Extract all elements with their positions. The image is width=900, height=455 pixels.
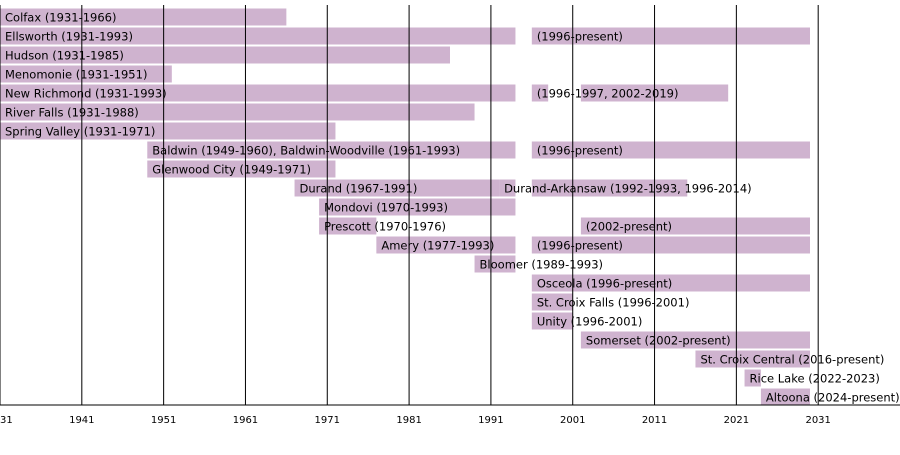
period-label: Durand-Arkansaw (1992-1993, 1996-2014) bbox=[504, 182, 752, 196]
x-tick-label: 1981 bbox=[396, 415, 421, 426]
period-bar bbox=[531, 179, 688, 197]
period-bar bbox=[0, 103, 475, 121]
period-bar bbox=[531, 236, 810, 254]
period-label: Somerset (2002-present) bbox=[586, 334, 731, 348]
period-label: Prescott (1970-1976) bbox=[324, 220, 446, 234]
x-tick-label: 2001 bbox=[560, 415, 585, 426]
period-label: Bloomer (1989-1993) bbox=[480, 258, 603, 272]
period-bar bbox=[376, 236, 516, 254]
x-tick-label: 2021 bbox=[724, 415, 749, 426]
period-bar bbox=[744, 369, 761, 387]
period-bar bbox=[760, 388, 810, 406]
period-bar bbox=[580, 217, 810, 235]
period-bar bbox=[531, 293, 573, 311]
period-bar bbox=[147, 160, 336, 178]
period-label: Spring Valley (1931-1971) bbox=[5, 125, 155, 139]
period-label: (1996-present) bbox=[537, 30, 623, 44]
period-bar bbox=[0, 27, 516, 45]
x-tick-label: 2031 bbox=[805, 415, 830, 426]
period-label: (1996-present) bbox=[537, 239, 623, 253]
period-bar bbox=[294, 179, 500, 197]
period-bar bbox=[319, 198, 516, 216]
period-bar bbox=[0, 84, 516, 102]
period-bar bbox=[0, 65, 172, 83]
period-label: River Falls (1931-1988) bbox=[5, 106, 139, 120]
period-label: Mondovi (1970-1993) bbox=[324, 201, 448, 215]
x-tick-label: 1951 bbox=[151, 415, 176, 426]
period-label: Baldwin (1949-1960), Baldwin-Woodville (… bbox=[152, 144, 460, 158]
period-label: Rice Lake (2022-2023) bbox=[750, 372, 880, 386]
period-bar bbox=[580, 331, 810, 349]
period-bar bbox=[499, 179, 516, 197]
period-label: Menomonie (1931-1951) bbox=[5, 68, 147, 82]
period-label: Colfax (1931-1966) bbox=[5, 11, 116, 25]
x-tick-label: 1941 bbox=[69, 415, 94, 426]
period-label: Ellsworth (1931-1993) bbox=[5, 30, 133, 44]
labels-layer: 1931 1941 1951 1961 1971 1981 1991 2001 2011 2021… bbox=[0, 11, 900, 427]
period-label: Unity (1996-2001) bbox=[537, 315, 643, 329]
period-bar bbox=[0, 122, 336, 140]
x-tick-label: 1931 bbox=[0, 415, 13, 426]
period-label: (2002-present) bbox=[586, 220, 672, 234]
period-label: Hudson (1931-1985) bbox=[5, 49, 124, 63]
period-label: (1996-1997, 2002-2019) bbox=[537, 87, 679, 101]
period-label: Amery (1977-1993) bbox=[381, 239, 494, 253]
period-bar bbox=[147, 141, 516, 159]
period-bar bbox=[0, 46, 450, 64]
x-tick-label: 2011 bbox=[642, 415, 667, 426]
grid-layer bbox=[0, 5, 900, 406]
bars-layer bbox=[0, 8, 810, 406]
period-bar bbox=[319, 217, 377, 235]
period-label: Durand (1967-1991) bbox=[300, 182, 418, 196]
period-bar bbox=[531, 27, 810, 45]
period-bar bbox=[531, 141, 810, 159]
period-label: St. Croix Falls (1996-2001) bbox=[537, 296, 690, 310]
period-label: Glenwood City (1949-1971) bbox=[152, 163, 311, 177]
period-label: St. Croix Central (2016-present) bbox=[700, 353, 884, 367]
period-label: New Richmond (1931-1993) bbox=[5, 87, 167, 101]
period-bar bbox=[0, 8, 287, 26]
x-tick-label: 1991 bbox=[478, 415, 503, 426]
period-label: Altoona (2024-present) bbox=[766, 391, 900, 405]
period-bar bbox=[474, 255, 516, 273]
period-bar bbox=[531, 312, 573, 330]
x-tick-label: 1961 bbox=[233, 415, 258, 426]
period-bar bbox=[531, 84, 549, 102]
period-bar bbox=[531, 274, 810, 292]
x-tick-label: 1971 bbox=[315, 415, 340, 426]
period-label: (1996-present) bbox=[537, 144, 623, 158]
period-bar bbox=[695, 350, 810, 368]
period-label: Osceola (1996-present) bbox=[537, 277, 672, 291]
